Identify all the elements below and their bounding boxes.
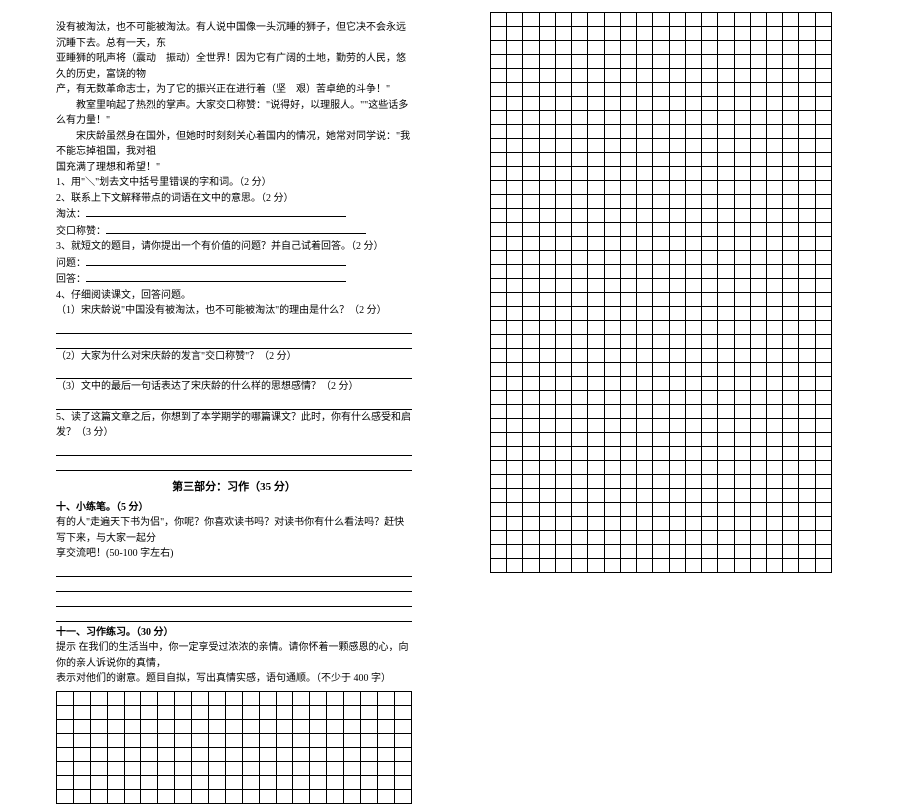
blank[interactable] xyxy=(106,223,366,234)
blank-line[interactable] xyxy=(56,335,412,349)
p10b: 享交流吧！(50-100 字左右) xyxy=(56,546,412,562)
q3: 3、就短文的题目，请你提出一个有价值的问题？并自己试着回答。（2 分） xyxy=(56,239,412,255)
passage-line: 教室里响起了热烈的掌声。大家交口称赞："说得好，以理服人。""这些话多么有力量！… xyxy=(56,98,412,129)
q3b: 回答： xyxy=(56,271,412,288)
blank-line[interactable] xyxy=(56,608,412,622)
blank[interactable] xyxy=(86,271,346,282)
part3-title: 第三部分：习作（35 分） xyxy=(56,479,412,496)
q4: 4、仔细阅读课文，回答问题。 xyxy=(56,288,412,304)
passage-line: 产，有无数革命志士，为了它的振兴正在进行着（坚 艰）苦卓绝的斗争！" xyxy=(56,82,412,98)
writing-grid-left[interactable] xyxy=(56,691,412,804)
h11: 十一、习作练习。（30 分） xyxy=(56,625,412,641)
h10: 十、小练笔。（5 分） xyxy=(56,500,412,516)
writing-grid-right[interactable] xyxy=(490,12,832,573)
blank-line[interactable] xyxy=(56,563,412,577)
q1: 1、用"＼"划去文中括号里错误的字和词。（2 分） xyxy=(56,175,412,191)
p10a: 有的人"走遍天下书为侣"，你呢？你喜欢读书吗？对读书你有什么看法吗？赶快写下来，… xyxy=(56,515,412,546)
blank-line[interactable] xyxy=(56,442,412,456)
blank[interactable] xyxy=(86,206,346,217)
right-page xyxy=(430,0,860,651)
p11b: 表示对他们的谢意。题目自拟，写出真情实感，语句通顺。（不少于 400 字） xyxy=(56,671,412,687)
blank-line[interactable] xyxy=(56,396,412,410)
passage-line: 宋庆龄虽然身在国外，但她时时刻刻关心着国内的情况，她常对同学说："我不能忘掉祖国… xyxy=(56,129,412,160)
passage-line: 亚睡狮的吼声将（震动 振动）全世界！因为它有广阔的土地，勤劳的人民，悠久的历史，… xyxy=(56,51,412,82)
blank-line[interactable] xyxy=(56,457,412,471)
blank-line[interactable] xyxy=(56,365,412,379)
q2a: 淘汰： xyxy=(56,206,412,223)
blank-line[interactable] xyxy=(56,593,412,607)
q4-1: （1）宋庆龄说"中国没有被淘汰，也不可能被淘汰"的理由是什么？（2 分） xyxy=(56,303,412,319)
blank-line[interactable] xyxy=(56,320,412,334)
p11a: 提示 在我们的生活当中，你一定享受过浓浓的亲情。请你怀着一颗感恩的心，向你的亲人… xyxy=(56,640,412,671)
q2b: 交口称赞： xyxy=(56,223,412,240)
q4-3: （3）文中的最后一句话表达了宋庆龄的什么样的思想感情？（2 分） xyxy=(56,379,412,395)
q5: 5、读了这篇文章之后，你想到了本学期学的哪篇课文？此时，你有什么感受和启发？（3… xyxy=(56,410,412,441)
q3a: 问题： xyxy=(56,255,412,272)
blank-line[interactable] xyxy=(56,578,412,592)
passage-line: 没有被淘汰，也不可能被淘汰。有人说中国像一头沉睡的狮子，但它决不会永远沉睡下去。… xyxy=(56,20,412,51)
q2: 2、联系上下文解释带点的词语在文中的意思。（2 分） xyxy=(56,191,412,207)
q4-2: （2）大家为什么对宋庆龄的发言"交口称赞"？（2 分） xyxy=(56,349,412,365)
left-page: 没有被淘汰，也不可能被淘汰。有人说中国像一头沉睡的狮子，但它决不会永远沉睡下去。… xyxy=(0,0,430,651)
blank[interactable] xyxy=(86,255,346,266)
passage-line: 国充满了理想和希望！" xyxy=(56,160,412,176)
